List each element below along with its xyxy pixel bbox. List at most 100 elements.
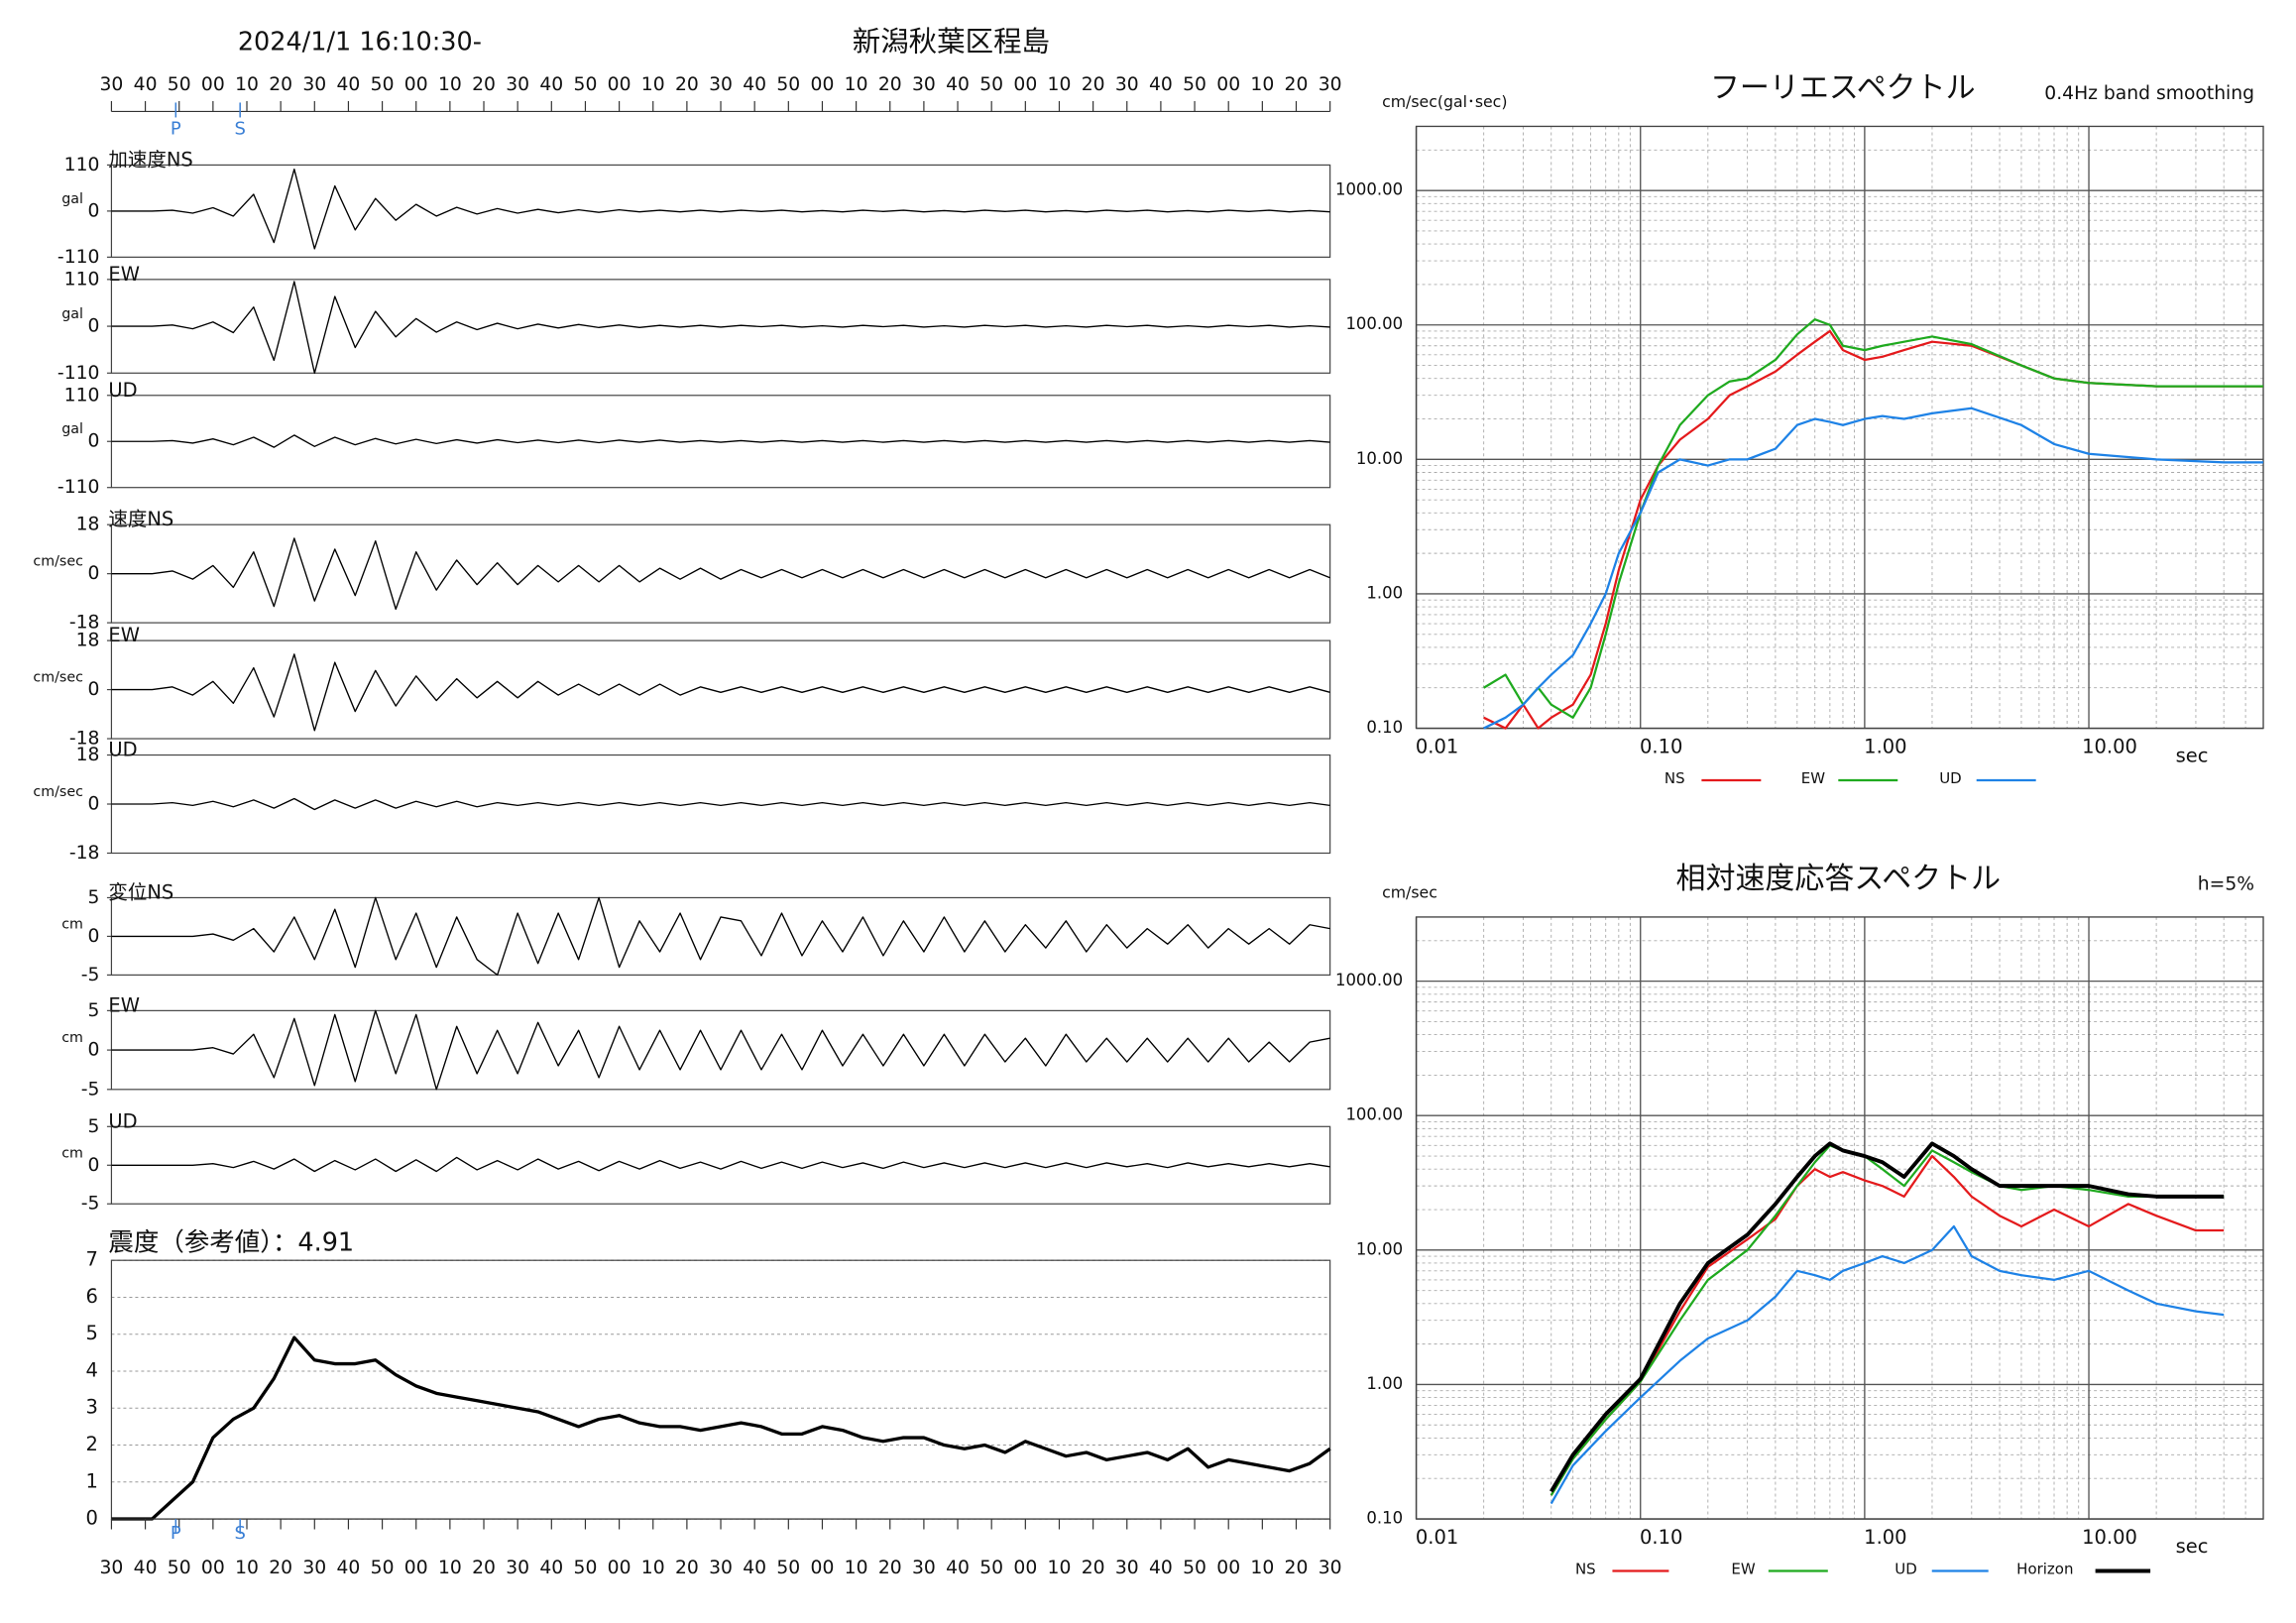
y-axis-label: cm/sec(gal･sec) bbox=[1382, 92, 1507, 111]
x-tick-label: 40 bbox=[946, 1558, 970, 1578]
y-tick-label: 7 bbox=[86, 1248, 98, 1271]
y-tick-label: 1.00 bbox=[1366, 583, 1403, 602]
phase-label: P bbox=[171, 1523, 181, 1544]
spectrum-line bbox=[1483, 318, 2264, 719]
waveform-trace bbox=[111, 896, 1330, 977]
waveform-trace bbox=[111, 653, 1330, 732]
y-tick-label: -5 bbox=[81, 1194, 100, 1215]
x-tick-label: 10 bbox=[1250, 1558, 1274, 1578]
y-axis-label: cm/sec bbox=[1382, 882, 1437, 901]
x-tick-label: 10 bbox=[438, 74, 462, 95]
x-tick-label: 10.00 bbox=[2082, 736, 2137, 758]
y-tick-label: 5 bbox=[88, 1000, 100, 1021]
legend-label: EW bbox=[1731, 1561, 1755, 1578]
unit-label: cm bbox=[61, 1030, 83, 1046]
x-tick-label: 20 bbox=[1082, 1558, 1105, 1578]
x-tick-label: 10.00 bbox=[2082, 1526, 2137, 1549]
y-tick-label: 5 bbox=[88, 1116, 100, 1137]
y-tick-label: 110 bbox=[64, 269, 100, 290]
x-tick-label: 10 bbox=[438, 1558, 462, 1578]
x-tick-label: 1.00 bbox=[1864, 736, 1906, 758]
y-tick-label: 0 bbox=[88, 200, 100, 221]
x-tick-label: 10 bbox=[845, 74, 868, 95]
y-tick-label: 0 bbox=[88, 1155, 100, 1176]
y-tick-label: -18 bbox=[69, 729, 100, 750]
chart-title: 相対速度応答スペクトル bbox=[1676, 862, 2002, 896]
y-tick-label: -110 bbox=[57, 363, 99, 384]
chart-title: 震度（参考値）：4.91 bbox=[108, 1228, 354, 1258]
y-tick-label: 10.00 bbox=[1356, 1239, 1403, 1258]
legend-label: NS bbox=[1665, 769, 1685, 787]
x-tick-label: 0.01 bbox=[1416, 1526, 1458, 1549]
x-tick-label: 00 bbox=[1216, 1558, 1240, 1578]
x-tick-label: 30 bbox=[1115, 74, 1139, 95]
spectrum-line bbox=[1550, 1144, 2225, 1496]
x-tick-label: 20 bbox=[675, 1558, 699, 1578]
x-tick-label: 50 bbox=[979, 1558, 1003, 1578]
x-tick-label: 30 bbox=[302, 1558, 326, 1578]
x-tick-label: 0.01 bbox=[1416, 736, 1458, 758]
x-tick-label: 10 bbox=[641, 1558, 665, 1578]
unit-label: cm bbox=[61, 916, 83, 932]
y-tick-label: 5 bbox=[86, 1322, 98, 1344]
unit-label: gal bbox=[61, 421, 83, 437]
y-tick-label: 1 bbox=[86, 1469, 98, 1492]
phase-label: S bbox=[234, 1523, 245, 1544]
y-tick-label: 10.00 bbox=[1356, 449, 1403, 468]
chart-subtitle: h=5% bbox=[2198, 873, 2254, 894]
spectrum-line bbox=[1550, 1224, 2225, 1505]
x-tick-label: 20 bbox=[878, 74, 902, 95]
x-tick-label: 30 bbox=[506, 1558, 529, 1578]
x-tick-label: 10 bbox=[235, 74, 259, 95]
y-tick-label: 1.00 bbox=[1366, 1374, 1403, 1393]
y-tick-label: 2 bbox=[86, 1433, 98, 1455]
waveform-trace bbox=[111, 537, 1330, 611]
x-tick-label: 50 bbox=[776, 74, 800, 95]
y-tick-label: 110 bbox=[64, 155, 100, 175]
x-tick-label: 00 bbox=[811, 74, 835, 95]
x-tick-label: 20 bbox=[269, 74, 292, 95]
y-tick-label: -18 bbox=[69, 843, 100, 864]
chart-subtitle: 0.4Hz band smoothing bbox=[2044, 83, 2254, 104]
x-tick-label: 50 bbox=[371, 74, 395, 95]
x-tick-label: 00 bbox=[1216, 74, 1240, 95]
x-tick-label: 00 bbox=[404, 74, 428, 95]
x-tick-label: 10 bbox=[845, 1558, 868, 1578]
y-tick-label: 18 bbox=[76, 745, 100, 765]
x-tick-label: 20 bbox=[1082, 74, 1105, 95]
panel-label: UD bbox=[108, 739, 137, 761]
x-tick-label: 40 bbox=[743, 74, 766, 95]
x-tick-label: 10 bbox=[1048, 1558, 1072, 1578]
x-tick-label: 00 bbox=[608, 74, 631, 95]
phase-label: S bbox=[234, 118, 245, 139]
unit-label: cm bbox=[61, 1145, 83, 1161]
y-tick-label: 1000.00 bbox=[1335, 180, 1403, 199]
x-tick-label: 30 bbox=[100, 1558, 124, 1578]
y-tick-label: 0 bbox=[88, 316, 100, 337]
x-tick-label: 1.00 bbox=[1864, 1526, 1906, 1549]
x-tick-label: 40 bbox=[743, 1558, 766, 1578]
panel-label: EW bbox=[108, 624, 140, 646]
y-tick-label: 4 bbox=[86, 1358, 98, 1381]
x-tick-label: 50 bbox=[574, 1558, 598, 1578]
x-tick-label: 00 bbox=[201, 74, 225, 95]
x-tick-label: 40 bbox=[946, 74, 970, 95]
y-tick-label: 0 bbox=[88, 563, 100, 584]
x-tick-label: 40 bbox=[539, 1558, 563, 1578]
legend-label: UD bbox=[1939, 769, 1962, 787]
x-tick-label: 40 bbox=[337, 74, 361, 95]
y-tick-label: 18 bbox=[76, 515, 100, 535]
x-tick-label: 0.10 bbox=[1640, 1526, 1682, 1549]
spectrum-line bbox=[1550, 1141, 2225, 1493]
panel-frame bbox=[1415, 125, 2264, 730]
x-tick-label: 50 bbox=[1183, 1558, 1206, 1578]
x-tick-label: 30 bbox=[709, 1558, 733, 1578]
legend-label: Horizon bbox=[2016, 1561, 2073, 1578]
panel-label: UD bbox=[108, 379, 137, 402]
legend-label: NS bbox=[1575, 1561, 1596, 1578]
panel-label: 加速度NS bbox=[108, 148, 192, 171]
waveform-trace bbox=[111, 797, 1330, 811]
x-tick-label: 00 bbox=[811, 1558, 835, 1578]
